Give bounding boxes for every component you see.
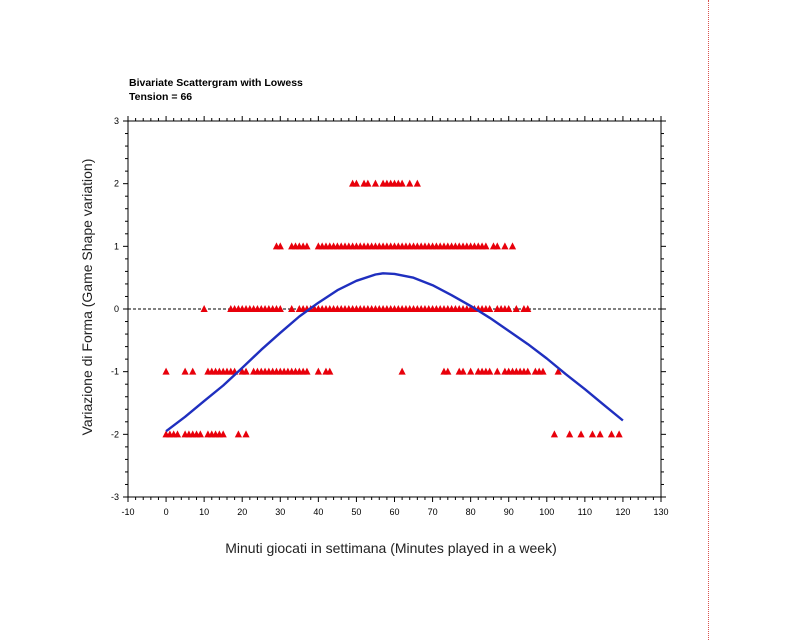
data-point-triangle bbox=[371, 179, 380, 187]
y-tick-label: 0 bbox=[114, 304, 119, 314]
data-point-triangle bbox=[398, 179, 406, 187]
data-point-triangle bbox=[486, 305, 494, 312]
data-point-triangle bbox=[276, 242, 284, 250]
data-point-triangle bbox=[524, 367, 532, 375]
data-point-triangle bbox=[482, 242, 490, 250]
data-point-triangle bbox=[173, 430, 182, 438]
data-point-triangle bbox=[242, 430, 250, 438]
data-point-triangle bbox=[398, 367, 406, 375]
data-point-triangle bbox=[326, 367, 334, 375]
data-point-triangle bbox=[200, 305, 208, 312]
data-point-triangle bbox=[303, 367, 311, 375]
data-point-triangle bbox=[467, 367, 475, 375]
data-point-triangle bbox=[364, 179, 372, 187]
data-point-triangle bbox=[524, 305, 532, 312]
data-point-triangle bbox=[615, 430, 623, 438]
data-point-triangle bbox=[493, 367, 501, 375]
data-point-triangle bbox=[189, 367, 197, 375]
x-tick-label: 120 bbox=[615, 507, 630, 517]
data-point-triangle bbox=[288, 305, 296, 312]
x-tick-label: -10 bbox=[121, 507, 134, 517]
y-tick-label: 3 bbox=[114, 116, 119, 126]
data-point-triangle bbox=[539, 367, 547, 375]
y-tick-label: -2 bbox=[111, 429, 119, 439]
x-axis-ticks: -10 0 10 20 30 40 50 60 70 80 90 100 110 120 130 bbox=[121, 116, 669, 517]
y-tick-label: -3 bbox=[111, 492, 119, 502]
data-point-triangle bbox=[596, 430, 604, 438]
data-point-triangle bbox=[303, 242, 311, 250]
chart-title: Bivariate Scattergram with Lowess bbox=[129, 77, 303, 89]
x-tick-label: 30 bbox=[275, 507, 285, 517]
data-point-triangle bbox=[242, 367, 250, 375]
data-point-triangle bbox=[566, 430, 574, 438]
data-point-triangle bbox=[444, 367, 452, 375]
x-axis-title: Minuti giocati in settimana (Minutes pla… bbox=[225, 540, 557, 556]
y-axis-title: Variazione di Forma (Game Shape variatio… bbox=[79, 159, 95, 436]
data-point-triangle bbox=[577, 430, 585, 438]
y-tick-label: 2 bbox=[114, 179, 119, 189]
x-tick-label: 80 bbox=[466, 507, 476, 517]
data-point-triangle bbox=[413, 179, 421, 187]
chart-subtitle: Tension = 66 bbox=[129, 91, 193, 103]
x-tick-label: 110 bbox=[578, 507, 592, 517]
x-tick-label: 50 bbox=[351, 507, 361, 517]
x-tick-label: 40 bbox=[313, 507, 323, 517]
y-tick-label: 1 bbox=[114, 241, 119, 251]
data-point-triangle bbox=[550, 430, 558, 438]
data-point-triangle bbox=[219, 430, 227, 438]
data-points bbox=[162, 179, 623, 438]
x-tick-label: 90 bbox=[504, 507, 514, 517]
y-axis-ticks: -3 -2 -1 0 1 2 3 bbox=[111, 116, 666, 502]
data-point-triangle bbox=[276, 305, 284, 312]
data-point-triangle bbox=[501, 242, 509, 250]
data-point-triangle bbox=[234, 430, 243, 438]
data-point-triangle bbox=[508, 242, 517, 250]
page-margin-line bbox=[708, 0, 709, 640]
x-tick-label: 60 bbox=[389, 507, 399, 517]
data-point-triangle bbox=[588, 430, 597, 438]
data-point-triangle bbox=[512, 305, 520, 312]
data-point-triangle bbox=[352, 179, 361, 187]
data-point-triangle bbox=[554, 367, 562, 375]
data-point-triangle bbox=[486, 367, 494, 375]
data-point-triangle bbox=[505, 305, 513, 312]
y-tick-label: -1 bbox=[111, 367, 119, 377]
x-tick-label: 10 bbox=[199, 507, 209, 517]
x-tick-label: 130 bbox=[653, 507, 668, 517]
x-tick-label: 20 bbox=[237, 507, 247, 517]
data-point-triangle bbox=[459, 367, 467, 375]
x-tick-label: 70 bbox=[428, 507, 438, 517]
data-point-triangle bbox=[196, 430, 204, 438]
x-tick-label: 100 bbox=[539, 507, 554, 517]
data-point-triangle bbox=[493, 242, 501, 250]
data-point-triangle bbox=[406, 179, 414, 187]
data-point-triangle bbox=[181, 367, 189, 375]
x-tick-label: 0 bbox=[164, 507, 169, 517]
data-point-triangle bbox=[314, 367, 322, 375]
lowess-curve bbox=[165, 272, 624, 433]
data-point-triangle bbox=[162, 367, 170, 375]
data-point-triangle bbox=[607, 430, 616, 438]
